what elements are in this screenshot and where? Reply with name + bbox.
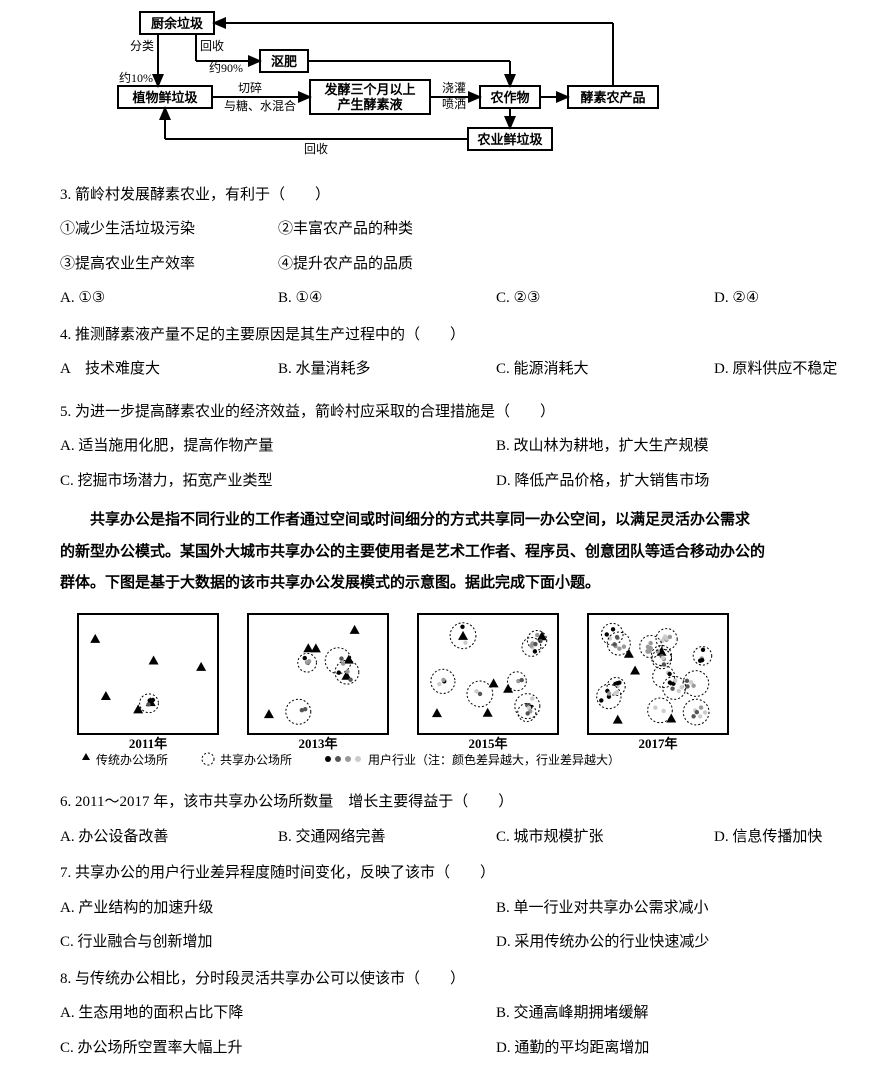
q6-D: D. 信息传播加快 [714,823,872,852]
q4-options: A 技术难度大 B. 水量消耗多 C. 能源消耗大 D. 原料供应不稳定 [60,355,872,384]
year-2017: 2017年 [638,736,677,751]
lbl-mix: 与糖、水混合 [224,98,296,113]
legend-user: 用户行业（注：颜色差异越大，行业差异越大） [368,752,620,767]
q5-row1: A. 适当施用化肥，提高作物产量 B. 改山林为耕地，扩大生产规模 [60,432,872,461]
q7-stem: 7. 共享办公的用户行业差异程度随时间变化，反映了该市（ ） [60,859,872,888]
q7-row2: C. 行业融合与创新增加 D. 采用传统办公的行业快速减少 [60,928,872,957]
q5-C: C. 挖掘市场潜力，拓宽产业类型 [60,467,496,496]
node-product: 酵素农产品 [580,90,645,105]
q6-B: B. 交通网络完善 [278,823,496,852]
q4-B: B. 水量消耗多 [278,355,496,384]
q3-C: C. ②③ [496,284,714,313]
q5-D: D. 降低产品价格，扩大销售市场 [496,467,872,496]
passage2-p1: 共享办公是指不同行业的工作者通过空间或时间细分的方式共享同一办公空间，以满足灵活… [60,505,872,537]
q7-A: A. 产业结构的加速升级 [60,894,496,923]
node-compost: 沤肥 [271,54,297,69]
q8-C: C. 办公场所空置率大幅上升 [60,1034,496,1063]
q4-C: C. 能源消耗大 [496,355,714,384]
q3-statements-1: ①减少生活垃圾污染 ②丰富农产品的种类 [60,215,872,244]
node-plant: 植物鲜垃圾 [131,90,198,105]
q3-A: A. ①③ [60,284,278,313]
lbl-recycle1: 回收 [200,39,224,53]
q6-options: A. 办公设备改善 B. 交通网络完善 C. 城市规模扩张 D. 信息传播加快 [60,823,872,852]
q8-stem: 8. 与传统办公相比，分时段灵活共享办公可以使该市（ ） [60,965,872,994]
year-2011: 2011年 [129,736,167,751]
q6-stem: 6. 2011～2017 年，该市共享办公场所数量 增长主要得益于（ ） [60,788,872,817]
lbl-chop: 切碎 [238,80,262,95]
q3-s2: ②丰富农产品的种类 [278,215,496,244]
flowchart-figure: 厨余垃圾 沤肥 植物鲜垃圾 发酵三个月以上 产生酵素液 农作物 酵素农产品 农业… [100,10,872,171]
year-2013: 2013年 [298,736,337,751]
q7-B: B. 单一行业对共享办公需求减小 [496,894,872,923]
node-ferment-2: 产生酵素液 [337,97,402,112]
q4-A: A 技术难度大 [60,355,278,384]
lbl-about90: 约90% [209,60,243,75]
q3-stem: 3. 箭岭村发展酵素农业，有利于（ ） [60,181,872,210]
q4-stem: 4. 推测酵素液产量不足的主要原因是其生产过程中的（ ） [60,321,872,350]
q8-B: B. 交通高峰期拥堵缓解 [496,999,872,1028]
q3-options: A. ①③ B. ①④ C. ②③ D. ②④ [60,284,872,313]
q5-A: A. 适当施用化肥，提高作物产量 [60,432,496,461]
node-crops: 农作物 [489,90,529,105]
lbl-spray1: 浇灌 [442,81,466,95]
q8-row1: A. 生态用地的面积占比下降 B. 交通高峰期拥堵缓解 [60,999,872,1028]
passage2-p3: 群体。下图是基于大数据的该市共享办公发展模式的示意图。据此完成下面小题。 [60,568,872,600]
q3-statements-2: ③提高农业生产效率 ④提升农产品的品质 [60,250,872,279]
q8-D: D. 通勤的平均距离增加 [496,1034,872,1063]
q4-D: D. 原料供应不稳定 [714,355,872,384]
passage2-p2: 的新型办公模式。某国外大城市共享办公的主要使用者是艺术工作者、程序员、创意团队等… [60,537,872,569]
offices-svg: 2011年 2013年 2015年 2017年 传统办公场所 共享办公场所 用户… [68,610,768,770]
q8-row2: C. 办公场所空置率大幅上升 D. 通勤的平均距离增加 [60,1034,872,1063]
q3-B: B. ①④ [278,284,496,313]
lbl-recycle2: 回收 [304,142,328,156]
legend-tri: 传统办公场所 [96,752,168,767]
lbl-about10: 约10% [119,70,153,85]
node-kitchen: 厨余垃圾 [151,16,204,31]
q3-s1: ①减少生活垃圾污染 [60,215,278,244]
q6-A: A. 办公设备改善 [60,823,278,852]
q7-C: C. 行业融合与创新增加 [60,928,496,957]
lbl-classify: 分类 [130,39,154,53]
node-ferment-1: 发酵三个月以上 [323,82,415,97]
q3-s3: ③提高农业生产效率 [60,250,278,279]
lbl-spray2: 喷洒 [442,97,466,111]
node-agri: 农业鲜垃圾 [476,132,543,147]
legend-circ: 共享办公场所 [220,752,292,767]
q5-B: B. 改山林为耕地，扩大生产规模 [496,432,872,461]
q7-row1: A. 产业结构的加速升级 B. 单一行业对共享办公需求减小 [60,894,872,923]
year-2015: 2015年 [468,736,507,751]
q5-stem: 5. 为进一步提高酵素农业的经济效益，箭岭村应采取的合理措施是（ ） [60,398,872,427]
q3-s4: ④提升农产品的品质 [278,250,496,279]
flowchart-svg: 厨余垃圾 沤肥 植物鲜垃圾 发酵三个月以上 产生酵素液 农作物 酵素农产品 农业… [100,10,660,160]
q6-C: C. 城市规模扩张 [496,823,714,852]
q7-D: D. 采用传统办公的行业快速减少 [496,928,872,957]
q5-row2: C. 挖掘市场潜力，拓宽产业类型 D. 降低产品价格，扩大销售市场 [60,467,872,496]
q3-D: D. ②④ [714,284,872,313]
q8-A: A. 生态用地的面积占比下降 [60,999,496,1028]
offices-figure: 2011年 2013年 2015年 2017年 传统办公场所 共享办公场所 用户… [68,610,872,781]
passage2: 共享办公是指不同行业的工作者通过空间或时间细分的方式共享同一办公空间，以满足灵活… [60,505,872,600]
